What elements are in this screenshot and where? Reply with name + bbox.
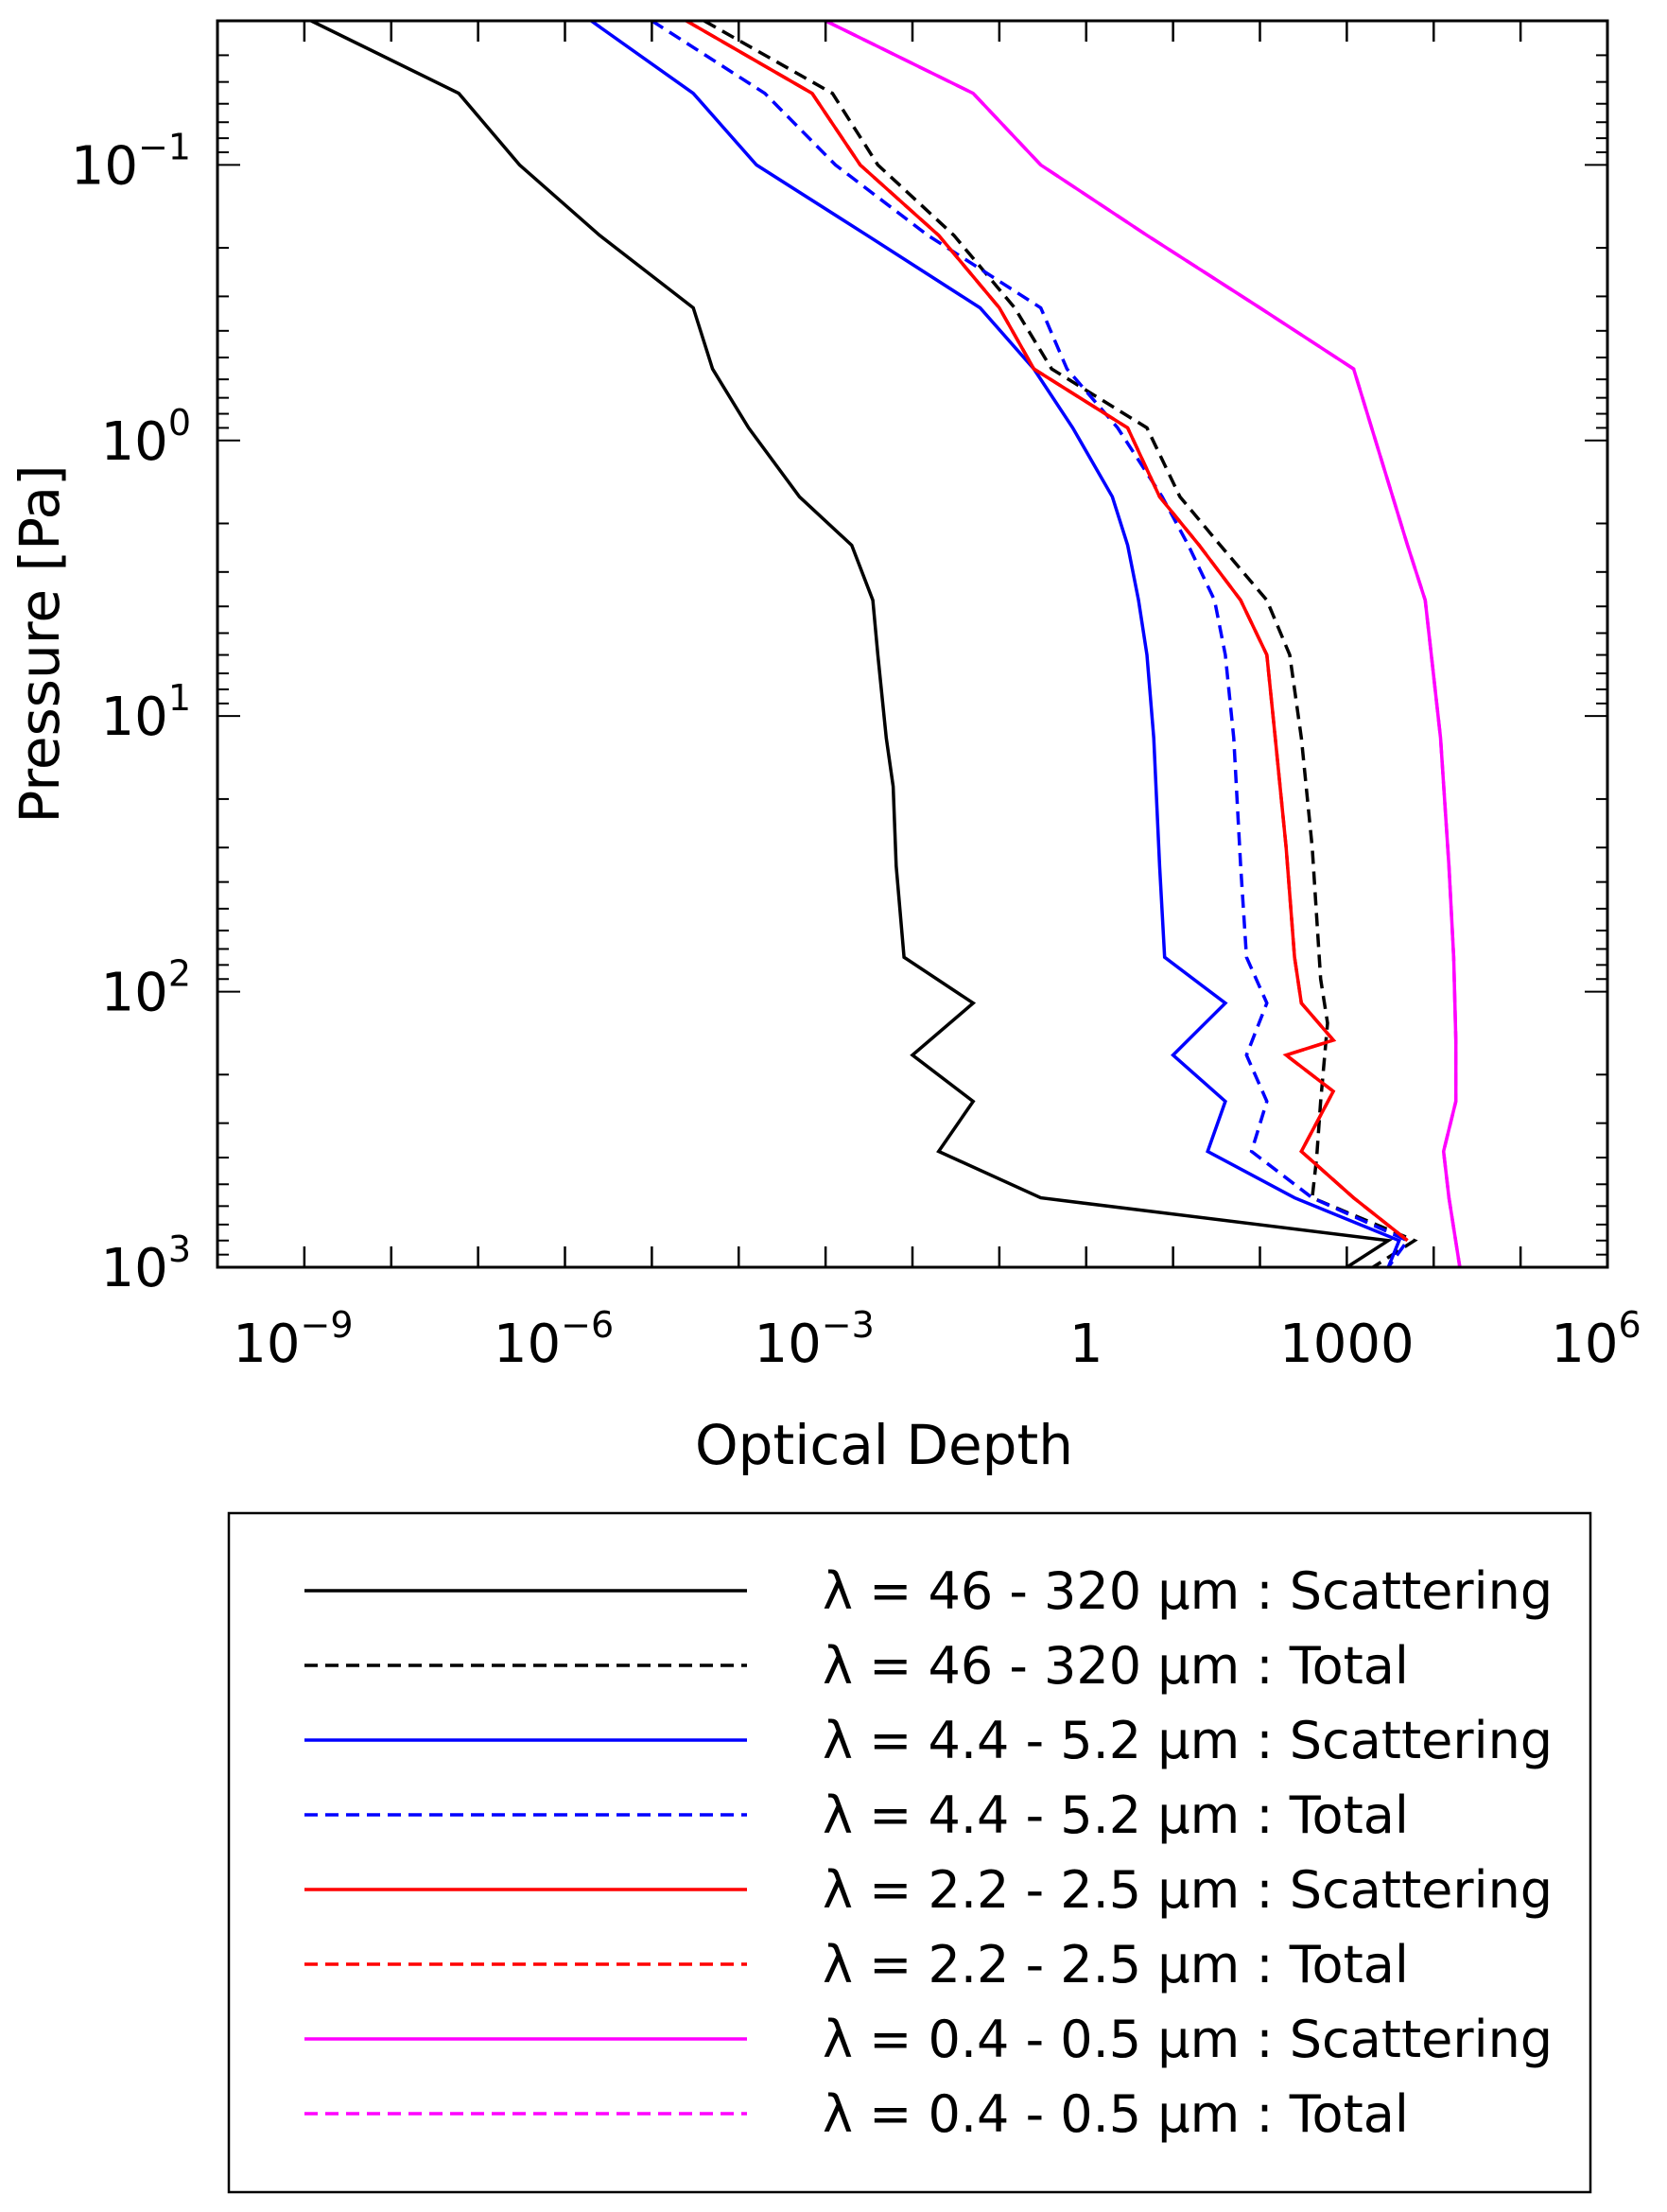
legend-label: λ = 0.4 - 0.5 μm : Total (823, 2084, 1409, 2144)
legend-label: λ = 2.2 - 2.5 μm : Total (823, 1935, 1409, 1994)
axes-layer: 10−9 10−6 10−3 1 1000 106 10−1 100 101 102 103 Opti… (8, 19, 1641, 1477)
x-tick-label: 10−9 (233, 1304, 353, 1375)
y-tick-label: 103 (101, 1228, 191, 1299)
legend-box (227, 1511, 1592, 2194)
y-tick-label: 102 (101, 953, 191, 1024)
series-line-1 (703, 21, 1418, 1267)
legend-label: λ = 4.4 - 5.2 μm : Scattering (823, 1711, 1553, 1770)
series-line-7 (825, 21, 1462, 1267)
series-line-6 (825, 21, 1462, 1267)
series-line-4 (686, 21, 1409, 1243)
legend-label: λ = 2.2 - 2.5 μm : Scattering (823, 1860, 1553, 1920)
legend-label: λ = 0.4 - 0.5 μm : Scattering (823, 2010, 1553, 2069)
series-line-0 (310, 21, 1394, 1267)
x-tick-label: 10−3 (754, 1304, 874, 1375)
legend-label: λ = 46 - 320 μm : Scattering (823, 1561, 1553, 1621)
x-tick-label: 106 (1551, 1304, 1641, 1375)
x-tick-label: 1000 (1279, 1314, 1415, 1375)
series-line-2 (590, 21, 1401, 1267)
series-line-3 (651, 21, 1411, 1267)
y-tick-label: 101 (101, 677, 191, 748)
x-tick-label: 1 (1069, 1314, 1103, 1375)
series-layer (310, 21, 1462, 1267)
x-tick-label: 10−6 (494, 1304, 614, 1375)
series-line-5 (686, 21, 1409, 1243)
y-tick-label: 10−1 (71, 126, 191, 197)
y-tick-label: 100 (101, 402, 191, 473)
legend: λ = 46 - 320 μm : Scattering λ = 46 - 320… (227, 1511, 1592, 2194)
x-axis-title: Optical Depth (695, 1413, 1073, 1477)
plot-frame (216, 19, 1609, 1269)
legend-label: λ = 4.4 - 5.2 μm : Total (823, 1785, 1409, 1845)
y-axis-title: Pressure [Pa] (8, 464, 72, 823)
legend-label: λ = 46 - 320 μm : Total (823, 1636, 1409, 1696)
